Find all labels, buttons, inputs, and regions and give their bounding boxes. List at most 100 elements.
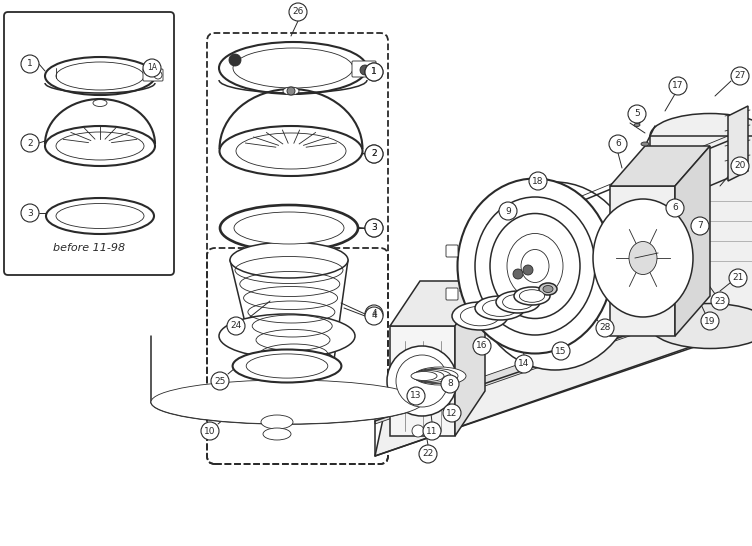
Ellipse shape	[521, 250, 549, 282]
Ellipse shape	[263, 428, 291, 440]
Polygon shape	[375, 291, 752, 456]
Circle shape	[515, 355, 533, 373]
Polygon shape	[390, 326, 455, 436]
Ellipse shape	[539, 283, 557, 295]
Circle shape	[396, 355, 448, 407]
Circle shape	[628, 105, 646, 123]
Text: 1: 1	[371, 68, 377, 76]
Circle shape	[227, 317, 245, 335]
Ellipse shape	[460, 306, 499, 326]
Ellipse shape	[411, 371, 437, 381]
Circle shape	[443, 404, 461, 422]
Ellipse shape	[232, 349, 341, 383]
Text: 18: 18	[532, 176, 544, 186]
Circle shape	[513, 269, 523, 279]
Ellipse shape	[283, 87, 299, 95]
Text: 15: 15	[555, 347, 567, 355]
Circle shape	[419, 445, 437, 463]
Ellipse shape	[472, 182, 638, 370]
Ellipse shape	[246, 354, 328, 378]
Text: 4: 4	[371, 312, 377, 321]
Text: 6: 6	[672, 204, 678, 212]
Circle shape	[211, 372, 229, 390]
Circle shape	[666, 199, 684, 217]
Circle shape	[229, 54, 241, 66]
Polygon shape	[650, 136, 752, 326]
Circle shape	[423, 422, 441, 440]
Text: 8: 8	[447, 379, 453, 389]
Text: 2: 2	[371, 150, 377, 158]
Ellipse shape	[219, 314, 355, 358]
Polygon shape	[455, 281, 485, 436]
Polygon shape	[610, 186, 675, 336]
Ellipse shape	[220, 205, 358, 251]
Circle shape	[21, 134, 39, 152]
Circle shape	[365, 219, 383, 237]
Circle shape	[729, 269, 747, 287]
Circle shape	[473, 337, 491, 355]
Ellipse shape	[220, 126, 362, 176]
Ellipse shape	[641, 142, 649, 146]
FancyBboxPatch shape	[446, 245, 458, 257]
Circle shape	[365, 63, 383, 81]
Ellipse shape	[502, 294, 533, 310]
Text: 1A: 1A	[147, 63, 157, 73]
Text: 2: 2	[27, 139, 33, 147]
Text: 17: 17	[672, 81, 684, 91]
Circle shape	[201, 422, 219, 440]
Circle shape	[360, 65, 370, 75]
Text: 5: 5	[634, 110, 640, 118]
Circle shape	[731, 67, 749, 85]
Circle shape	[289, 3, 307, 21]
Text: 26: 26	[293, 8, 304, 16]
Text: 2: 2	[371, 150, 377, 158]
FancyBboxPatch shape	[143, 69, 163, 81]
Circle shape	[701, 312, 719, 330]
Ellipse shape	[413, 370, 451, 383]
Circle shape	[21, 204, 39, 222]
Circle shape	[365, 305, 383, 323]
Circle shape	[143, 59, 161, 77]
Circle shape	[365, 307, 383, 325]
Text: 7: 7	[697, 222, 703, 230]
Circle shape	[523, 265, 533, 275]
Circle shape	[441, 375, 459, 393]
Ellipse shape	[414, 367, 466, 385]
Text: 19: 19	[705, 317, 716, 325]
Ellipse shape	[233, 48, 353, 88]
Ellipse shape	[236, 133, 346, 169]
Circle shape	[21, 55, 39, 73]
Circle shape	[609, 135, 627, 153]
Ellipse shape	[151, 380, 423, 424]
Circle shape	[287, 87, 295, 95]
Circle shape	[529, 172, 547, 190]
Polygon shape	[375, 286, 745, 424]
Ellipse shape	[254, 348, 334, 372]
Ellipse shape	[634, 123, 640, 127]
Circle shape	[691, 217, 709, 235]
Text: 22: 22	[423, 449, 434, 459]
Ellipse shape	[412, 371, 444, 382]
Ellipse shape	[514, 287, 550, 305]
Ellipse shape	[219, 42, 367, 94]
Text: 20: 20	[734, 162, 746, 170]
Polygon shape	[728, 106, 748, 181]
Ellipse shape	[650, 114, 752, 158]
Circle shape	[365, 63, 383, 81]
Text: 3: 3	[27, 209, 33, 217]
Polygon shape	[610, 146, 710, 186]
Ellipse shape	[543, 286, 553, 293]
Circle shape	[552, 342, 570, 360]
Text: 21: 21	[732, 274, 744, 282]
Text: 10: 10	[205, 426, 216, 436]
Text: 1: 1	[27, 60, 33, 68]
Text: 14: 14	[518, 359, 529, 369]
Text: 23: 23	[714, 296, 726, 306]
Ellipse shape	[483, 300, 517, 316]
Circle shape	[365, 219, 383, 237]
Circle shape	[365, 145, 383, 163]
Polygon shape	[675, 146, 710, 336]
Ellipse shape	[593, 199, 693, 317]
Circle shape	[596, 319, 614, 337]
Text: 27: 27	[734, 72, 746, 80]
